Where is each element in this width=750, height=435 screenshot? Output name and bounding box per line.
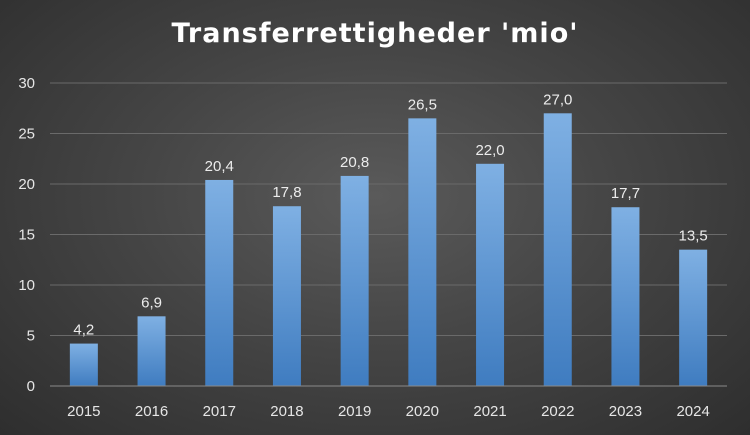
x-tick-label-2018: 2018	[270, 403, 303, 420]
bar-2019	[340, 175, 369, 386]
axes: 0 5 10 15 20 25 30 2015 2016 2017 2018 2019 2020 2021…	[18, 75, 727, 420]
bar-2024	[679, 249, 708, 386]
bar-2017	[205, 179, 234, 386]
x-tick-label-2021: 2021	[473, 403, 506, 420]
chart-title: Transferrettigheder 'mio'	[171, 18, 579, 49]
y-tick-label: 15	[18, 227, 35, 244]
bar-2016	[137, 316, 166, 386]
x-tick-label-2015: 2015	[67, 403, 100, 420]
x-tick-label-2016: 2016	[135, 403, 168, 420]
y-tick-label: 0	[27, 378, 35, 395]
y-tick-label: 30	[18, 75, 35, 92]
data-label-2016: 6,9	[141, 294, 162, 311]
x-tick-label-2024: 2024	[676, 403, 709, 420]
y-tick-label: 25	[18, 126, 35, 143]
data-labels: 4,2 6,9 20,4 17,8 20,8 26,5 22,0 27,0 17,7 13,5	[73, 91, 707, 338]
data-label-2018: 17,8	[272, 184, 301, 201]
data-label-2020: 26,5	[408, 96, 437, 113]
data-label-2021: 22,0	[475, 142, 504, 159]
y-tick-label: 10	[18, 277, 35, 294]
bars	[69, 113, 708, 387]
data-label-2019: 20,8	[340, 154, 369, 171]
x-tick-label-2017: 2017	[203, 403, 236, 420]
bar-2022	[543, 113, 572, 387]
bar-2023	[611, 207, 640, 386]
data-label-2023: 17,7	[611, 185, 640, 202]
bar-2021	[476, 163, 505, 386]
bar-2015	[69, 343, 98, 386]
x-tick-label-2023: 2023	[609, 403, 642, 420]
data-label-2024: 13,5	[679, 228, 708, 245]
x-tick-label-2020: 2020	[406, 403, 439, 420]
y-tick-label: 20	[18, 176, 35, 193]
bar-2020	[408, 118, 437, 386]
data-label-2015: 4,2	[73, 322, 94, 339]
data-label-2017: 20,4	[205, 158, 234, 175]
y-tick-label: 5	[27, 328, 35, 345]
x-tick-label-2019: 2019	[338, 403, 371, 420]
x-tick-label-2022: 2022	[541, 403, 574, 420]
bar-2018	[272, 206, 301, 386]
data-label-2022: 27,0	[543, 91, 572, 108]
